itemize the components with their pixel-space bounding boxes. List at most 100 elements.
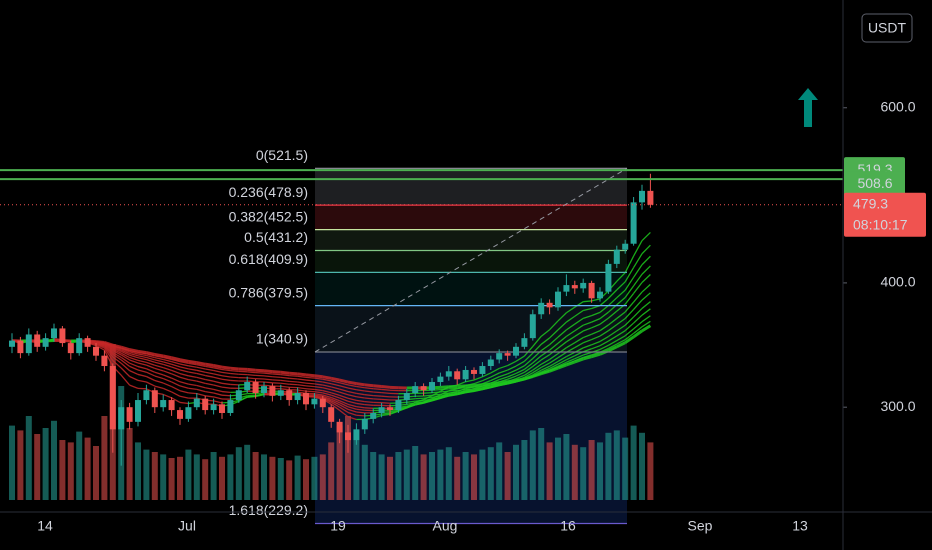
ema-segment: [331, 380, 340, 384]
candle-body: [193, 398, 200, 408]
volume-bar: [513, 444, 519, 500]
ema-segment: [532, 372, 542, 378]
ema-segment: [364, 403, 374, 406]
ema-segment: [616, 330, 626, 337]
ema-segment: [566, 342, 576, 349]
ema-segment: [163, 363, 172, 368]
ema-segment: [221, 368, 231, 372]
ema-segment: [356, 399, 365, 403]
ema-segment: [582, 315, 592, 319]
ema-segment: [196, 372, 206, 377]
volume-bar: [387, 456, 393, 500]
ema-segment: [591, 351, 601, 356]
ema-segment: [196, 366, 206, 370]
ema-segment: [146, 364, 156, 369]
ema-segment: [557, 351, 567, 359]
ema-segment: [120, 350, 130, 356]
ema-segment: [179, 381, 189, 385]
ema-segment: [112, 351, 122, 359]
ema-segment: [171, 397, 181, 404]
ema-segment: [364, 390, 374, 393]
ema-segment: [95, 340, 105, 344]
ema-segment: [608, 335, 618, 342]
volume-bar: [93, 446, 99, 500]
ema-segment: [633, 273, 643, 287]
volume-bar: [336, 425, 343, 500]
ema-segment: [297, 389, 307, 392]
ema-segment: [213, 388, 223, 393]
ema-segment: [154, 379, 164, 384]
y-tick-label: 300.0: [880, 398, 915, 414]
ema-segment: [179, 401, 189, 405]
price-tag: [844, 171, 905, 198]
ema-segment: [566, 351, 576, 358]
ema-segment: [607, 289, 618, 299]
ema-segment: [120, 354, 130, 361]
ema-segment: [599, 340, 609, 347]
ema-segment: [213, 380, 223, 384]
ema-segment: [574, 301, 584, 308]
ema-segment: [137, 359, 147, 363]
ema-segment: [339, 385, 349, 389]
ema-segment: [154, 364, 164, 369]
ema-segment: [549, 336, 559, 346]
candle-body: [370, 412, 377, 419]
candle-body: [101, 355, 108, 367]
ema-segment: [339, 397, 349, 402]
ema-segment: [624, 301, 635, 313]
ema-segment: [330, 400, 340, 406]
last-price-tag: [844, 192, 926, 237]
volume-bar: [34, 434, 41, 500]
ema-segment: [465, 390, 475, 393]
ema-segment: [280, 379, 290, 383]
ema-segment: [599, 344, 609, 351]
ema-segment: [322, 381, 332, 385]
volume-bar: [135, 442, 141, 500]
candle-body: [361, 418, 368, 430]
ema-segment: [641, 244, 651, 255]
ema-segment: [423, 394, 433, 397]
ema-segment: [641, 265, 651, 275]
volume-bar: [630, 425, 637, 500]
ema-segment: [171, 373, 181, 378]
ema-segment: [154, 385, 164, 390]
currency-button[interactable]: [861, 13, 913, 43]
candle-body: [555, 291, 561, 308]
ema-segment: [557, 363, 567, 370]
volume-bar: [219, 456, 225, 500]
candle-body: [51, 328, 57, 339]
ema-segment: [423, 392, 433, 394]
ema-segment: [532, 359, 542, 367]
volume-bar: [84, 437, 91, 500]
ema-segment: [591, 323, 601, 329]
ema-segment: [272, 379, 281, 382]
volume-bar: [42, 428, 49, 500]
ema-segment: [515, 365, 525, 371]
ema-segment: [289, 380, 298, 383]
ema-segment: [162, 387, 172, 393]
currency-label[interactable]: USDT: [868, 20, 907, 36]
ema-segment: [582, 333, 592, 339]
ema-segment: [330, 394, 340, 399]
ema-segment: [373, 384, 382, 389]
ema-segment: [633, 314, 643, 324]
ema-segment: [297, 372, 307, 377]
ema-segment: [347, 411, 357, 416]
ema-segment: [465, 386, 475, 389]
candle-body: [538, 302, 545, 315]
ema-segment: [330, 398, 340, 404]
ema-segment: [599, 335, 609, 343]
candle-body: [227, 400, 234, 413]
candle-body: [412, 386, 419, 394]
ema-segment: [624, 322, 635, 332]
ema-segment: [137, 357, 147, 361]
ema-segment: [289, 374, 298, 377]
ema-segment: [415, 402, 424, 405]
volume-bar: [51, 420, 57, 500]
ema-segment: [213, 392, 223, 396]
volume-bar: [546, 442, 553, 500]
ema-segment: [314, 385, 323, 389]
ema-segment: [599, 317, 609, 325]
candle-body: [479, 366, 486, 374]
